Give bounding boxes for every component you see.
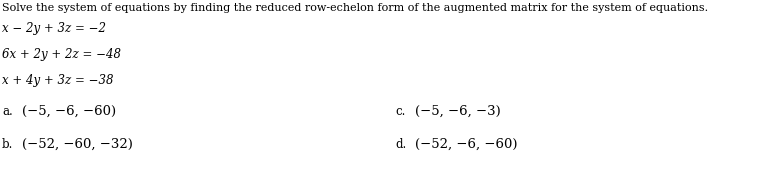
Text: x − 2y + 3z = −2: x − 2y + 3z = −2 bbox=[2, 22, 106, 35]
Text: x + 4y + 3z = −38: x + 4y + 3z = −38 bbox=[2, 74, 113, 87]
Text: (−5, −6, −60): (−5, −6, −60) bbox=[22, 105, 116, 118]
Text: b.: b. bbox=[2, 138, 13, 151]
Text: (−5, −6, −3): (−5, −6, −3) bbox=[415, 105, 501, 118]
Text: (−52, −60, −32): (−52, −60, −32) bbox=[22, 138, 133, 151]
Text: a.: a. bbox=[2, 105, 12, 118]
Text: d.: d. bbox=[395, 138, 406, 151]
Text: Solve the system of equations by finding the reduced row-echelon form of the aug: Solve the system of equations by finding… bbox=[2, 3, 708, 13]
Text: (−52, −6, −60): (−52, −6, −60) bbox=[415, 138, 518, 151]
Text: c.: c. bbox=[395, 105, 405, 118]
Text: 6x + 2y + 2z = −48: 6x + 2y + 2z = −48 bbox=[2, 48, 121, 61]
